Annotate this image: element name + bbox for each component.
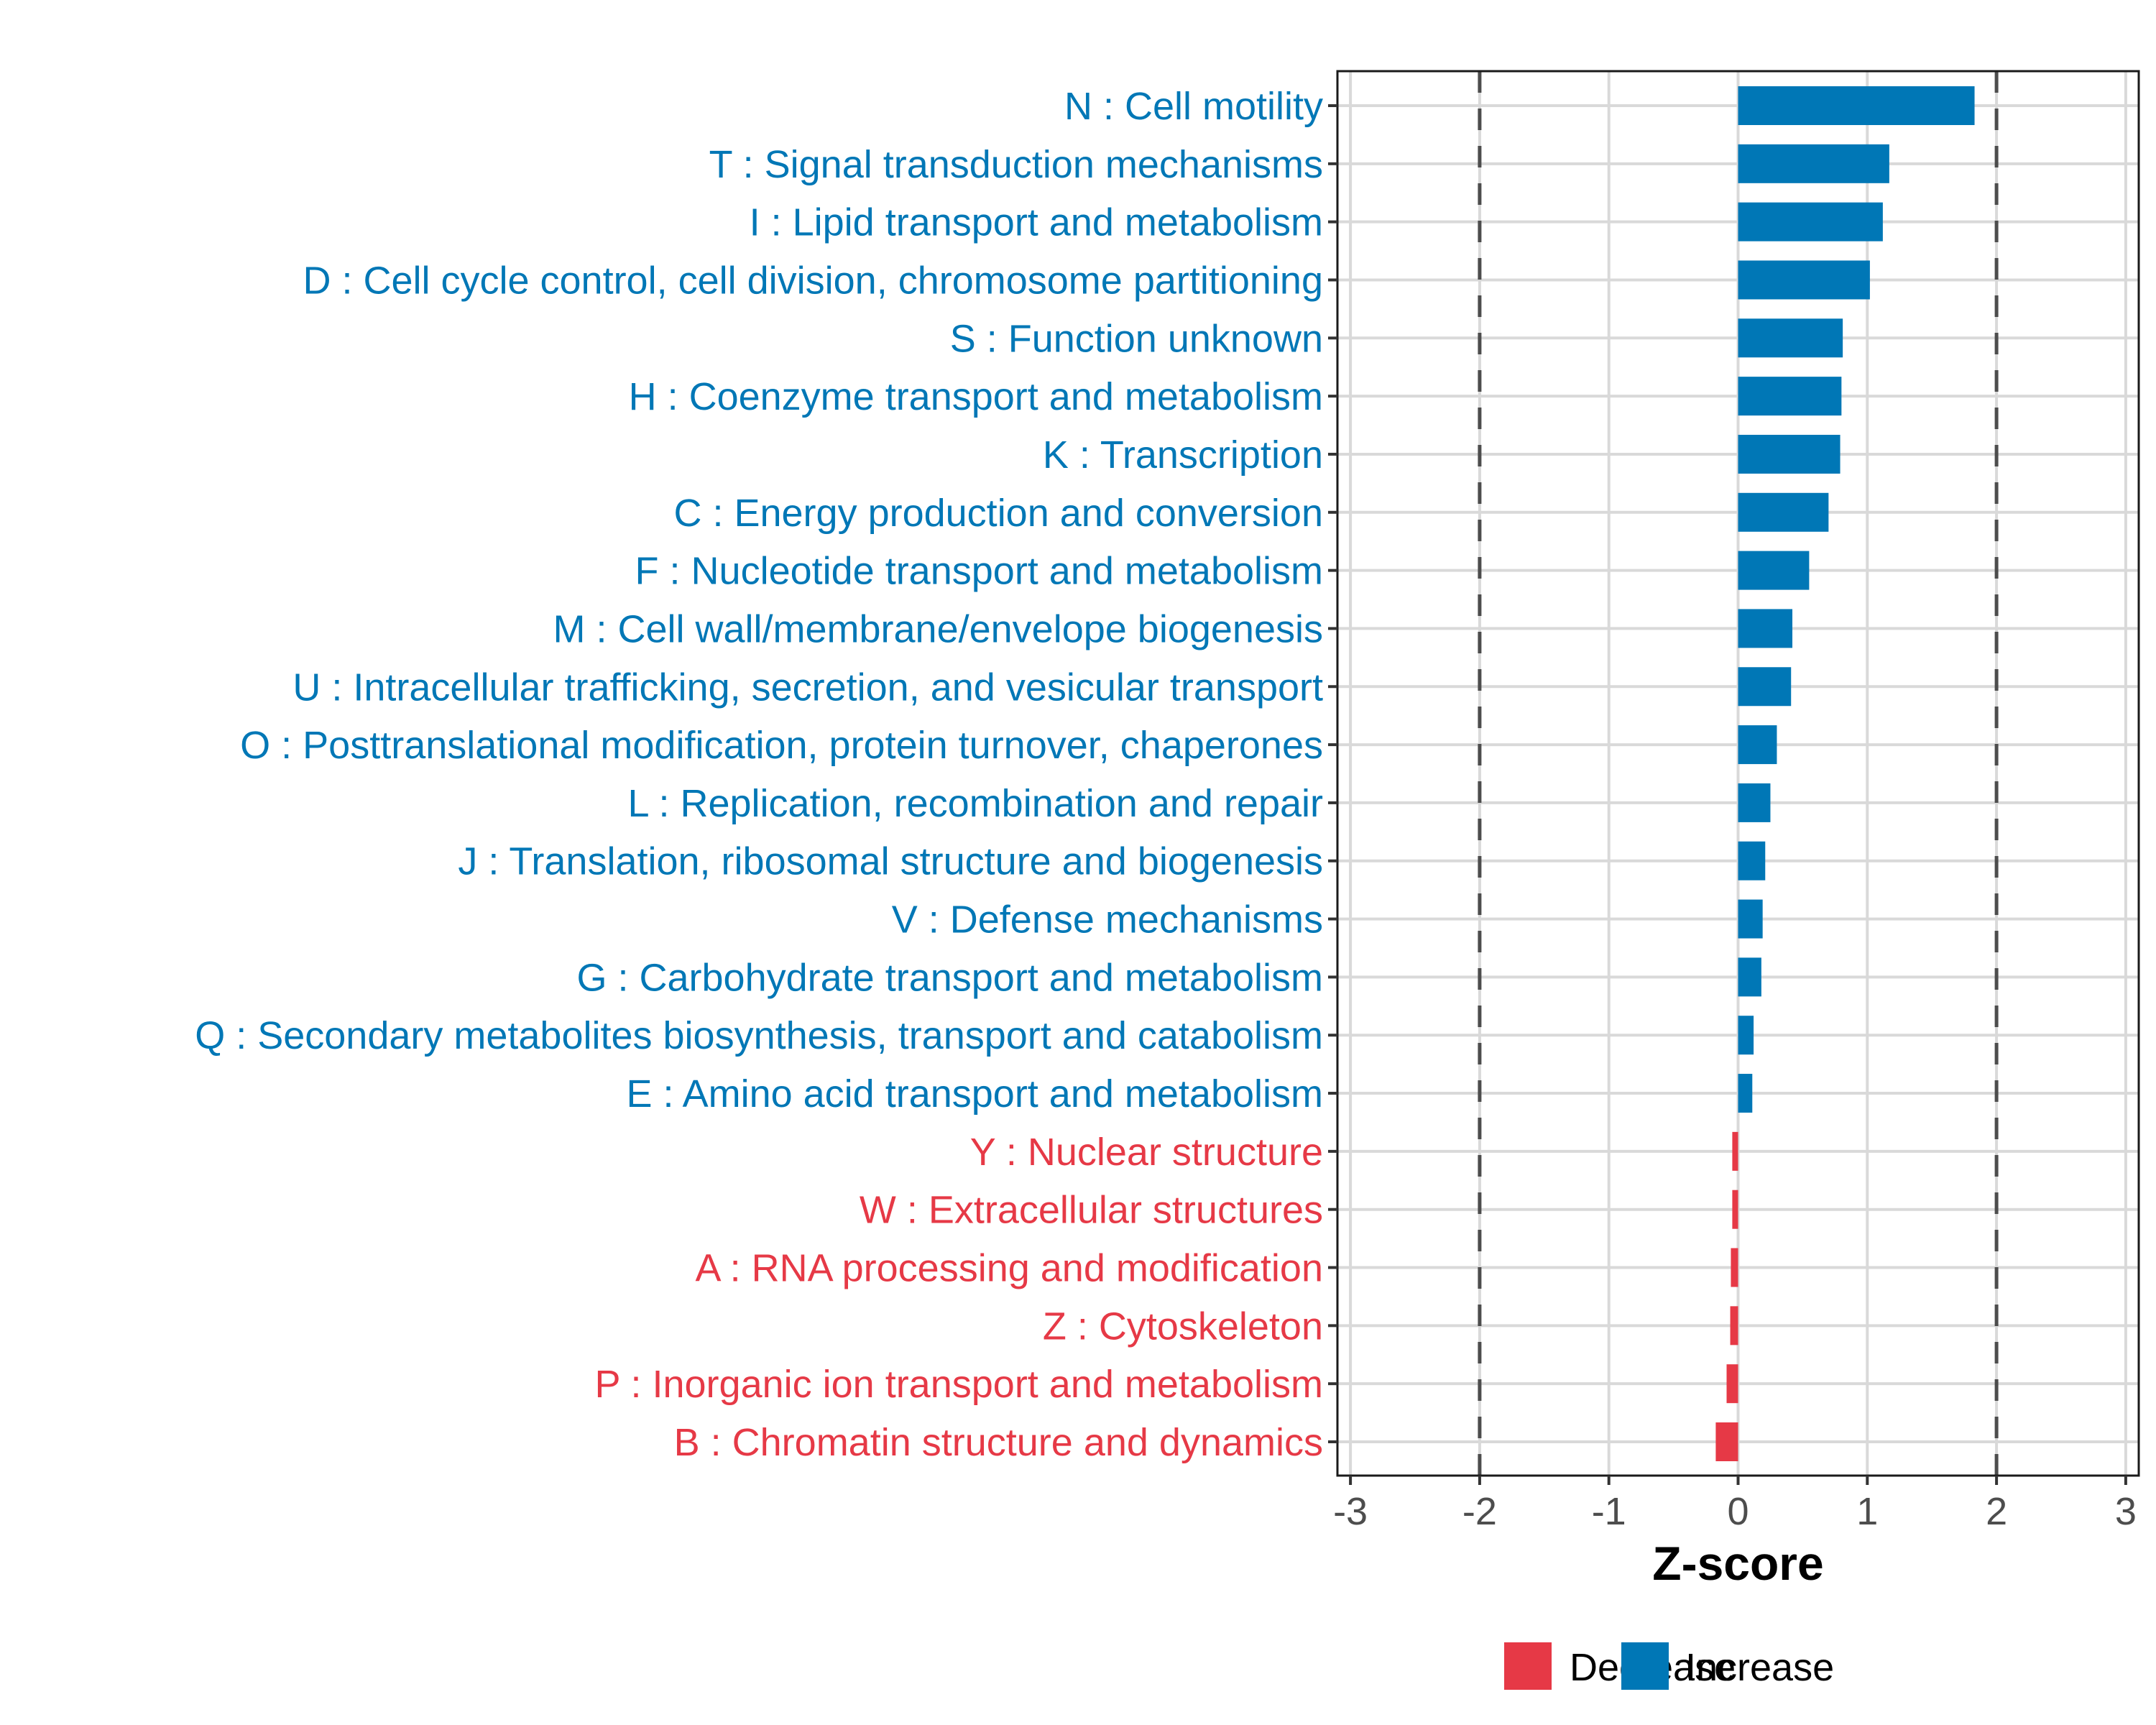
y-tick-label: T : Signal transduction mechanisms: [709, 143, 1323, 186]
x-tick-label: 3: [2115, 1490, 2137, 1533]
y-tick-label: K : Transcription: [1043, 433, 1323, 477]
bar-increase: [1738, 260, 1870, 300]
y-tick-label: S : Function unknown: [950, 317, 1323, 360]
y-tick-label: D : Cell cycle control, cell division, c…: [303, 259, 1323, 302]
bar-increase: [1738, 492, 1829, 532]
y-tick-label: V : Defense mechanisms: [892, 898, 1323, 942]
bar-increase: [1738, 957, 1761, 997]
y-tick-label: P : Inorganic ion transport and metaboli…: [594, 1363, 1323, 1406]
bars: [1715, 86, 1975, 1461]
bar-increase: [1738, 667, 1792, 707]
y-tick-label: A : RNA processing and modification: [696, 1247, 1323, 1290]
bar-decrease: [1732, 1131, 1738, 1171]
reference-lines: [1478, 71, 1999, 1476]
x-tick-label: 2: [1986, 1490, 2007, 1533]
bar-increase: [1738, 551, 1810, 590]
y-tick-label: J : Translation, ribosomal structure and…: [458, 840, 1323, 883]
bar-increase: [1738, 725, 1777, 765]
x-tick-label: -1: [1592, 1490, 1626, 1533]
bar-increase: [1738, 86, 1975, 125]
bar-increase: [1738, 202, 1883, 242]
y-tick-label: M : Cell wall/membrane/envelope biogenes…: [553, 607, 1323, 650]
y-tick-label: Y : Nuclear structure: [970, 1131, 1323, 1174]
y-tick-label: U : Intracellular trafficking, secretion…: [292, 666, 1323, 709]
bar-increase: [1738, 899, 1763, 939]
y-tick-label: E : Amino acid transport and metabolism: [627, 1072, 1323, 1116]
legend: DecreaseIncrease: [1504, 1642, 1834, 1690]
y-tick-label: I : Lipid transport and metabolism: [750, 201, 1323, 244]
y-tick-label: Z : Cytoskeleton: [1043, 1305, 1323, 1348]
y-tick-label: W : Extracellular structures: [860, 1189, 1323, 1232]
bar-increase: [1738, 377, 1842, 416]
y-axis: N : Cell motility T : Signal transduction…: [195, 85, 1337, 1464]
bar-decrease: [1732, 1190, 1738, 1229]
y-tick-label: N : Cell motility: [1064, 85, 1323, 128]
bar-increase: [1738, 841, 1766, 880]
bar-increase: [1738, 1074, 1753, 1113]
bar-increase: [1738, 144, 1889, 183]
bar-decrease: [1731, 1248, 1738, 1287]
y-tick-label: O : Posttranslational modification, prot…: [240, 724, 1323, 767]
x-tick-label: -2: [1462, 1490, 1497, 1533]
x-axis-title: Z-score: [1652, 1537, 1823, 1590]
legend-swatch-decrease: [1504, 1642, 1552, 1690]
x-tick-label: 1: [1856, 1490, 1878, 1533]
y-tick-label: H : Coenzyme transport and metabolism: [629, 375, 1323, 418]
bar-increase: [1738, 434, 1841, 474]
y-tick-label: B : Chromatin structure and dynamics: [674, 1421, 1323, 1464]
bar-increase: [1738, 318, 1843, 358]
bar-decrease: [1730, 1306, 1738, 1346]
legend-label-increase: Increase: [1685, 1646, 1834, 1689]
y-tick-label: L : Replication, recombination and repai…: [627, 782, 1323, 825]
y-tick-label: Q : Secondary metabolites biosynthesis, …: [195, 1014, 1323, 1057]
bar-decrease: [1726, 1364, 1738, 1404]
y-tick-label: F : Nucleotide transport and metabolism: [635, 550, 1323, 593]
x-tick-label: -3: [1333, 1490, 1368, 1533]
bar-increase: [1738, 609, 1793, 648]
bar-increase: [1738, 783, 1771, 822]
bar-decrease: [1715, 1422, 1738, 1461]
legend-swatch-increase: [1621, 1642, 1669, 1690]
y-tick-label: C : Energy production and conversion: [673, 492, 1323, 535]
x-tick-label: 0: [1727, 1490, 1749, 1533]
y-tick-label: G : Carbohydrate transport and metabolis…: [577, 956, 1324, 999]
bar-increase: [1738, 1016, 1754, 1055]
x-axis: -3 -2 -1 0 1 2 3: [1333, 1476, 2137, 1533]
